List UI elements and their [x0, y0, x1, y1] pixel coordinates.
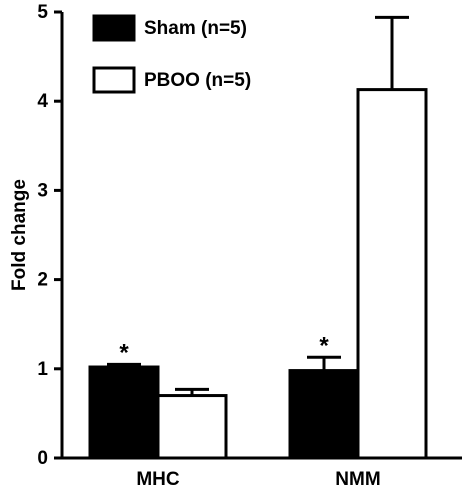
bar [156, 394, 228, 460]
y-axis-label: Fold change [9, 179, 30, 291]
bar [356, 88, 428, 460]
x-tick-label: NMM [335, 469, 380, 490]
y-tick-label: 0 [37, 448, 48, 469]
y-tick-label: 2 [37, 270, 48, 291]
annotation: * [319, 333, 329, 360]
bar [288, 369, 360, 460]
y-tick-label: 3 [37, 180, 48, 201]
bar [88, 365, 160, 460]
legend-label: Sham (n=5) [144, 18, 247, 39]
y-tick-label: 5 [37, 2, 48, 23]
y-tick-label: 1 [37, 359, 48, 380]
annotation: * [119, 340, 129, 367]
y-tick-label: 4 [37, 91, 48, 112]
legend-swatch [92, 14, 136, 42]
x-tick-label: MHC [136, 469, 180, 490]
legend-label: PBOO (n=5) [144, 70, 251, 91]
legend-swatch [92, 66, 136, 94]
